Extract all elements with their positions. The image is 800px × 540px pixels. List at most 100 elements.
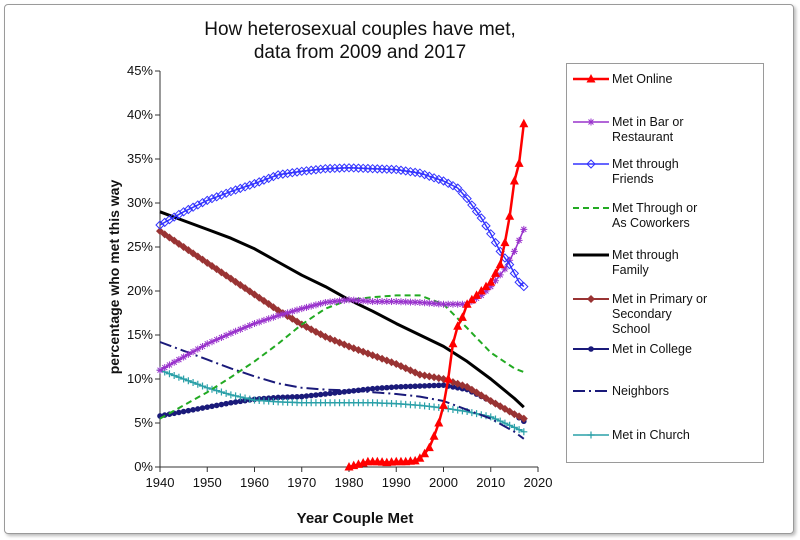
data-point: [298, 393, 305, 400]
data-point: [227, 391, 235, 399]
data-point: [419, 169, 430, 180]
data-point: [457, 188, 468, 199]
data-point: [230, 185, 241, 195]
data-point: [279, 310, 287, 318]
data-point: [184, 377, 192, 385]
data-point: [501, 265, 509, 273]
data-point: [510, 247, 518, 255]
chart-frame: [4, 4, 794, 534]
data-point: [170, 371, 178, 379]
legend-label-line: Met through: [612, 157, 679, 171]
legend-label-line: Met Online: [612, 72, 673, 86]
legend-label: Met through Family: [612, 248, 757, 278]
data-point: [175, 356, 183, 364]
data-point: [260, 316, 268, 324]
data-point: [297, 166, 307, 177]
data-point: [245, 180, 255, 190]
data-point: [211, 192, 222, 202]
data-point: [176, 409, 182, 416]
data-point: [307, 302, 315, 310]
legend-swatch: [573, 253, 609, 257]
data-point: [410, 455, 420, 465]
series-line-met-through-family: [159, 210, 525, 409]
data-point: [415, 453, 425, 462]
legend-swatch-marker: [588, 346, 594, 352]
data-point: [369, 298, 377, 306]
data-point: [184, 350, 192, 358]
data-point: [481, 221, 491, 231]
data-point: [421, 299, 429, 307]
chart-title: How heterosexual couples have met, data …: [120, 18, 600, 64]
data-point: [434, 418, 444, 427]
legend-item: Met Online: [567, 72, 763, 117]
data-point: [449, 300, 457, 308]
data-point: [505, 407, 514, 416]
legend-label: Met in Bar or Restaurant: [612, 115, 757, 145]
data-point: [520, 225, 528, 233]
legend-swatch: [573, 74, 609, 83]
data-point: [180, 353, 188, 361]
data-point: [259, 175, 269, 185]
data-point: [402, 298, 410, 306]
data-point: [268, 171, 279, 182]
legend-label-line: As Coworkers: [612, 216, 690, 230]
data-point: [202, 195, 212, 206]
data-point: [449, 405, 457, 413]
legend-item: Met in College: [567, 342, 763, 387]
legend-swatch: [573, 390, 609, 392]
data-point: [232, 327, 240, 335]
data-point: [287, 168, 298, 178]
data-point: [496, 271, 504, 279]
data-point: [402, 383, 409, 390]
y-tick-label: 20%: [126, 283, 153, 298]
x-tick-label: 1990: [381, 475, 411, 490]
data-point: [448, 180, 458, 191]
data-point: [321, 298, 329, 306]
series-line-met-online: [348, 123, 526, 469]
data-point: [462, 299, 472, 308]
legend-item: Met in Primary or Secondary School: [567, 292, 763, 337]
data-point: [190, 407, 196, 413]
data-point: [165, 370, 173, 378]
legend-label: Met in Primary or Secondary School: [612, 292, 757, 337]
data-point: [193, 200, 203, 210]
legend-swatch-marker: [586, 74, 596, 83]
data-point: [222, 389, 230, 397]
data-point: [506, 421, 514, 429]
x-tick-label: 2010: [476, 475, 506, 490]
data-point: [284, 394, 291, 400]
data-point: [520, 428, 528, 436]
y-tick-label: 25%: [126, 239, 153, 254]
data-point: [340, 296, 348, 304]
data-point: [269, 313, 277, 321]
series-line-met-through-or-as-coworkers: [159, 294, 525, 420]
data-point: [199, 382, 207, 390]
data-point: [189, 379, 197, 387]
data-point: [255, 318, 263, 326]
data-point: [339, 163, 349, 173]
data-point: [514, 277, 524, 287]
data-point: [481, 281, 491, 291]
data-point: [303, 393, 310, 399]
series-met-through-friends: [155, 163, 529, 292]
data-point: [241, 323, 249, 331]
data-point: [188, 202, 198, 212]
data-point: [237, 398, 244, 405]
data-point: [263, 173, 274, 184]
data-point: [398, 383, 404, 390]
x-tick-label: 1950: [192, 475, 222, 490]
data-point: [519, 118, 529, 128]
data-point: [284, 309, 292, 317]
data-point: [515, 236, 523, 244]
data-point: [322, 391, 329, 397]
data-point: [411, 298, 419, 306]
data-point: [194, 380, 202, 388]
legend-label-line: Restaurant: [612, 130, 674, 144]
data-point: [345, 296, 353, 304]
data-point: [216, 190, 227, 200]
data-point: [246, 321, 254, 329]
data-point: [334, 163, 345, 173]
x-axis-label: Year Couple Met: [296, 510, 414, 527]
data-point: [254, 177, 264, 187]
data-point: [217, 333, 225, 341]
